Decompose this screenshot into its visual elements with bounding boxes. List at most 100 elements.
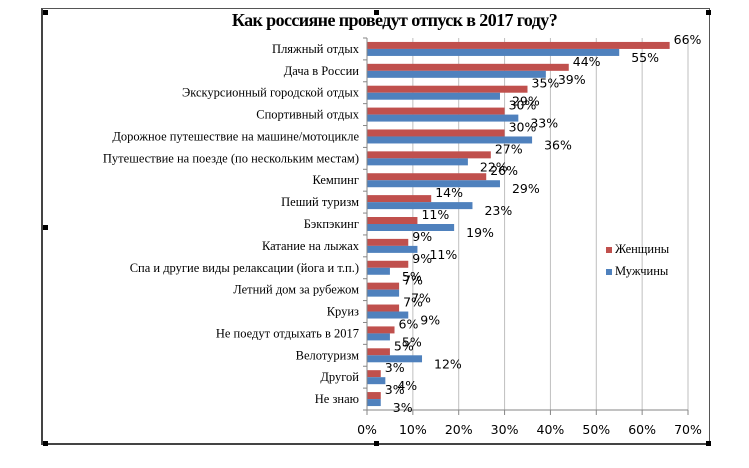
legend-label: Женщины xyxy=(615,242,670,256)
resize-handle-bottom-left[interactable] xyxy=(43,441,48,446)
bar-men xyxy=(367,224,455,231)
category-label: Катание на лыжах xyxy=(262,239,360,253)
data-label: 5% xyxy=(394,338,414,353)
category-label: Бэкпэкинг xyxy=(304,217,359,231)
bar-men xyxy=(367,245,418,253)
bar-women xyxy=(367,260,409,268)
legend-label: Мужчины xyxy=(615,264,669,278)
resize-handle-top-middle[interactable] xyxy=(374,10,379,15)
bar-women xyxy=(367,282,400,290)
legend: Женщины Мужчины xyxy=(606,242,670,278)
x-tick-labels: 0% 10% 20% 30% 40% 50% 60% 70% xyxy=(357,422,702,437)
data-label: 30% xyxy=(509,98,537,113)
bar-women xyxy=(367,238,409,246)
x-tick-label: 50% xyxy=(582,422,610,437)
data-label: 19% xyxy=(466,225,494,240)
bar-men xyxy=(367,158,468,166)
bar-women xyxy=(367,173,487,181)
bar-men xyxy=(367,377,386,385)
data-label: 29% xyxy=(512,181,540,196)
x-tick-label: 10% xyxy=(399,422,427,437)
data-label: 6% xyxy=(399,316,419,331)
resize-handle-bottom-right[interactable] xyxy=(706,441,711,446)
bar-men xyxy=(367,311,409,319)
data-label: 3% xyxy=(385,382,405,397)
data-label: 33% xyxy=(530,116,558,131)
data-label: 26% xyxy=(490,163,518,178)
data-label: 66% xyxy=(674,32,702,47)
data-label: 11% xyxy=(421,207,449,222)
resize-handle-top-left[interactable] xyxy=(43,10,48,15)
bar-women xyxy=(367,392,381,400)
bar-women xyxy=(367,107,505,115)
data-label: 7% xyxy=(403,295,423,310)
category-label: Путешествие на поезде (по нескольким мес… xyxy=(103,151,359,165)
bar-women xyxy=(367,326,395,334)
data-label: 35% xyxy=(532,76,560,91)
data-label: 3% xyxy=(393,400,413,415)
gridlines xyxy=(412,38,689,410)
bar-men xyxy=(367,399,381,407)
data-label: 55% xyxy=(631,50,659,65)
data-label: 29% xyxy=(512,94,540,109)
data-label: 4% xyxy=(397,378,417,393)
category-label: Круиз xyxy=(327,305,359,319)
category-label: Спортивный отдых xyxy=(256,108,359,122)
data-label: 23% xyxy=(484,203,512,218)
data-label: 12% xyxy=(434,356,462,371)
data-label: 9% xyxy=(412,229,432,244)
category-labels: Пляжный отдых Дача в России Экскурсионный … xyxy=(103,42,360,406)
category-label: Не знаю xyxy=(315,392,359,406)
resize-handle-top-right[interactable] xyxy=(706,10,711,15)
bar-men xyxy=(367,289,400,297)
data-labels: 66%55%44%39%35%29%30%33%30%36%27%22%26%2… xyxy=(385,32,702,415)
bar-men xyxy=(367,48,620,56)
legend-swatch-women xyxy=(606,247,612,253)
x-tick-label: 70% xyxy=(674,422,702,437)
category-label: Другой xyxy=(320,370,359,384)
category-label: Пеший туризм xyxy=(281,195,359,209)
resize-handle-bottom-middle[interactable] xyxy=(374,441,379,446)
x-tick-label: 60% xyxy=(628,422,656,437)
bar-women xyxy=(367,370,381,378)
bars xyxy=(367,41,670,407)
data-label: 11% xyxy=(429,247,457,262)
bar-men xyxy=(367,70,546,78)
bar-women xyxy=(367,129,505,137)
data-label: 3% xyxy=(385,360,405,375)
category-label: Кемпинг xyxy=(312,173,359,187)
x-tick-label: 0% xyxy=(357,422,377,437)
data-label: 7% xyxy=(411,291,431,306)
axes xyxy=(363,37,689,415)
data-label: 7% xyxy=(403,273,423,288)
bar-men xyxy=(367,355,423,363)
data-label: 27% xyxy=(495,141,523,156)
bar-women xyxy=(367,85,528,93)
bar-men xyxy=(367,114,519,122)
bar-men xyxy=(367,136,533,144)
bar-women xyxy=(367,304,400,312)
category-label: Дорожное путешествие на машине/мотоцикле xyxy=(112,129,359,143)
bar-women xyxy=(367,195,432,203)
data-label: 5% xyxy=(402,269,422,284)
legend-swatch-men xyxy=(606,269,612,275)
bar-men xyxy=(367,267,390,275)
category-label: Экскурсионный городской отдых xyxy=(182,86,360,100)
category-label: Не поедут отдыхать в 2017 xyxy=(216,326,359,340)
bar-men xyxy=(367,333,390,341)
category-label: Велотуризм xyxy=(296,348,359,362)
x-tick-label: 40% xyxy=(537,422,565,437)
bar-women xyxy=(367,217,418,224)
chart-title: Как россияне проведут отпуск в 2017 году… xyxy=(231,10,558,30)
bar-women xyxy=(367,63,569,71)
x-tick-label: 20% xyxy=(445,422,473,437)
data-label: 44% xyxy=(573,54,601,69)
resize-handle-left-middle[interactable] xyxy=(43,225,48,230)
data-label: 9% xyxy=(420,313,440,328)
bar-women xyxy=(367,151,491,159)
data-label: 9% xyxy=(412,251,432,266)
bar-men xyxy=(367,92,500,100)
category-label: Пляжный отдых xyxy=(272,42,360,56)
x-tick-label: 30% xyxy=(491,422,519,437)
